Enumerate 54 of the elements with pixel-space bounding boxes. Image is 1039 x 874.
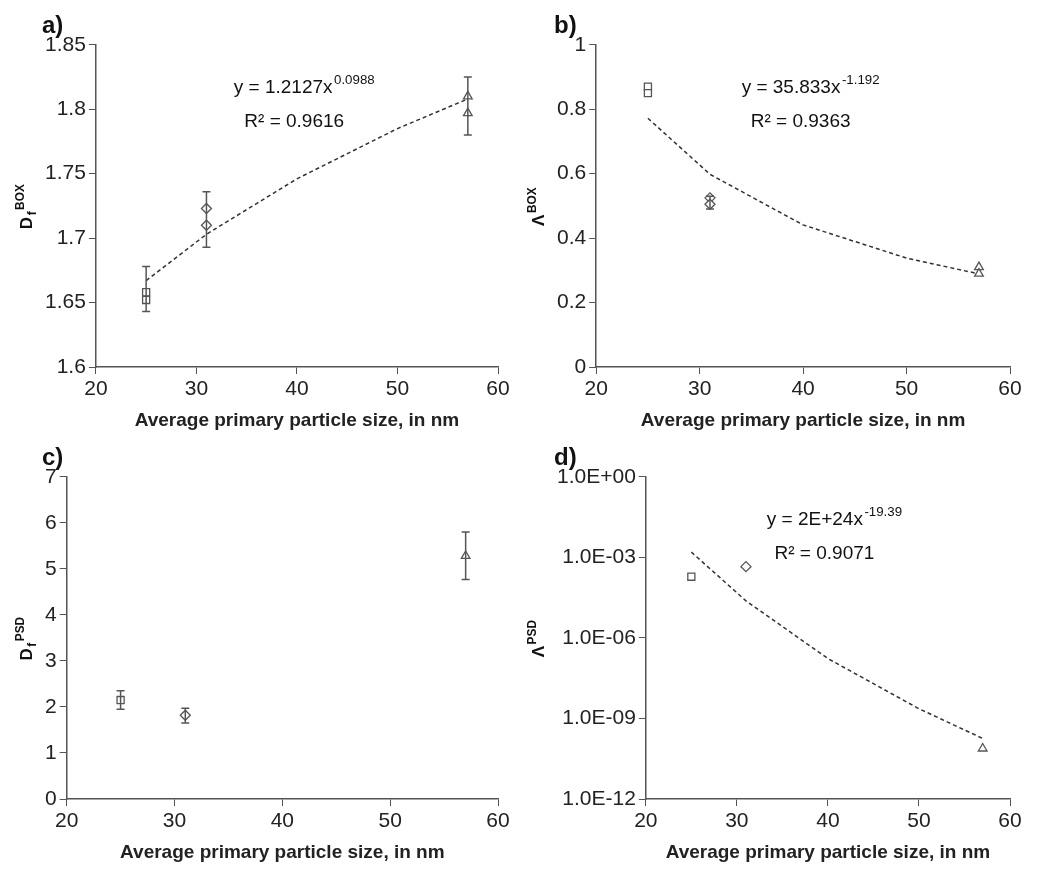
y-tick-label: 1.65 bbox=[45, 289, 86, 313]
annotation: R² = 0.9363 bbox=[750, 109, 851, 131]
y-tick-label: 0.6 bbox=[556, 160, 587, 184]
x-tick-label: 60 bbox=[998, 376, 1022, 400]
x-tick-label: 50 bbox=[378, 808, 402, 832]
y-tick-label: 0.8 bbox=[556, 96, 587, 120]
y-tick-label: 1.6 bbox=[56, 353, 86, 377]
x-tick-label: 30 bbox=[687, 376, 712, 400]
x-axis-title: Average primary particle size, in nm bbox=[665, 840, 991, 862]
x-tick-label: 30 bbox=[162, 808, 187, 832]
y-axis-title: DfBOX bbox=[13, 184, 40, 230]
x-tick-label: 20 bbox=[84, 376, 108, 400]
y-tick-label: 0.2 bbox=[556, 289, 587, 313]
y-tick-label: 1.75 bbox=[45, 160, 86, 184]
y-tick-label: 1 bbox=[44, 739, 57, 763]
y-axis-title: DfPSD bbox=[13, 616, 40, 661]
x-tick-label: 20 bbox=[584, 376, 608, 400]
annotation: R² = 0.9616 bbox=[244, 109, 345, 131]
y-tick-label: 0 bbox=[44, 785, 57, 809]
x-axis-title: Average primary particle size, in nm bbox=[120, 840, 445, 862]
annotation: R² = 0.9071 bbox=[774, 541, 875, 563]
x-tick-label: 60 bbox=[486, 376, 510, 400]
y-tick-label: 1.7 bbox=[56, 224, 86, 248]
y-axis-title: ΛBOX bbox=[525, 187, 548, 226]
x-tick-label: 30 bbox=[725, 808, 749, 832]
x-tick-label: 50 bbox=[907, 808, 931, 832]
x-axis-title: Average primary particle size, in nm bbox=[134, 408, 460, 430]
x-tick-label: 40 bbox=[791, 376, 815, 400]
y-tick-label: 6 bbox=[44, 509, 57, 533]
y-tick-label: 0 bbox=[574, 353, 587, 377]
y-tick-label: 1.0E-12 bbox=[562, 785, 636, 809]
y-tick-label: 1.0E-09 bbox=[562, 705, 636, 729]
y-tick-label: 1.0E-03 bbox=[562, 544, 636, 568]
x-tick-label: 40 bbox=[270, 808, 295, 832]
x-tick-label: 60 bbox=[486, 808, 510, 832]
x-axis-title: Average primary particle size, in nm bbox=[640, 408, 966, 430]
chart-title: b) bbox=[554, 11, 577, 39]
x-tick-label: 40 bbox=[285, 376, 309, 400]
x-tick-label: 30 bbox=[184, 376, 209, 400]
x-tick-label: 50 bbox=[894, 376, 919, 400]
x-tick-label: 60 bbox=[998, 808, 1022, 832]
y-tick-label: 2 bbox=[44, 693, 57, 717]
y-tick-label: 1 bbox=[574, 31, 587, 55]
y-tick-label: 1.8 bbox=[56, 96, 86, 120]
x-tick-label: 20 bbox=[55, 808, 79, 832]
y-axis-title: ΛPSD bbox=[525, 619, 548, 658]
x-tick-label: 50 bbox=[385, 376, 410, 400]
y-tick-label: 1.0E-06 bbox=[562, 624, 636, 648]
y-tick-label: 4 bbox=[44, 601, 57, 625]
y-tick-label: 0.4 bbox=[556, 224, 587, 248]
y-tick-label: 3 bbox=[44, 647, 57, 671]
x-tick-label: 40 bbox=[816, 808, 840, 832]
y-tick-label: 5 bbox=[44, 555, 57, 579]
x-tick-label: 20 bbox=[634, 808, 658, 832]
